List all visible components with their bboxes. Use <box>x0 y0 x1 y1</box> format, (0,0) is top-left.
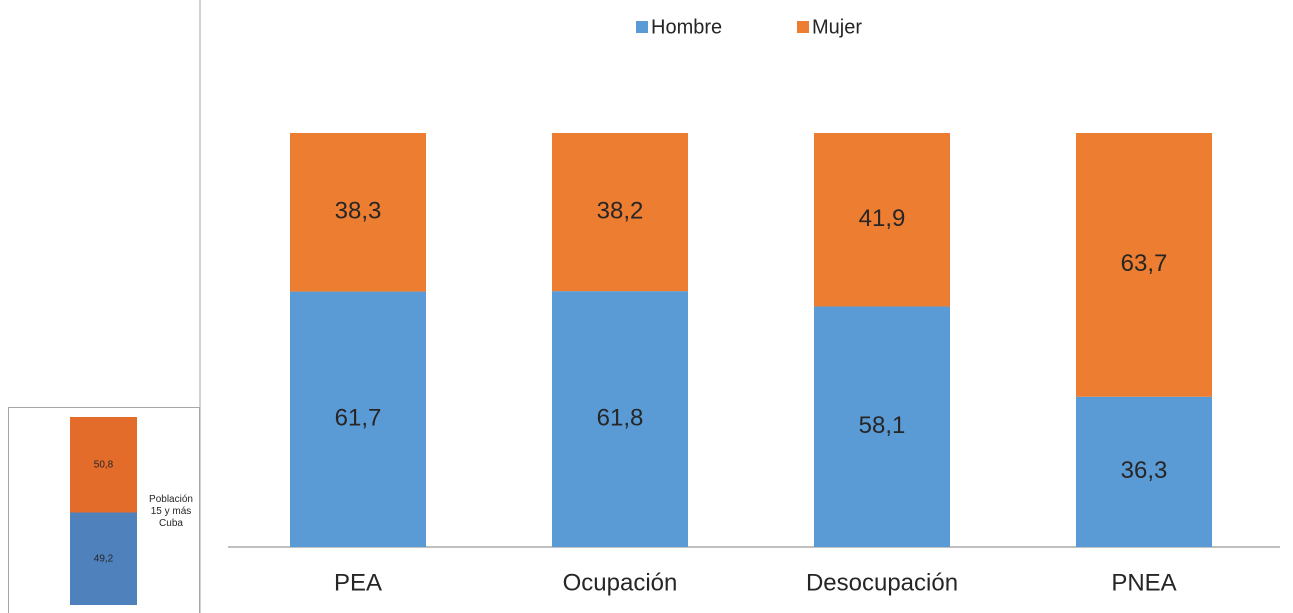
data-label: 38,2 <box>597 197 644 224</box>
legend-swatch <box>797 21 809 33</box>
legend-label: Mujer <box>812 16 862 38</box>
x-tick-label: PNEA <box>1111 569 1176 596</box>
data-label: 63,7 <box>1121 250 1168 277</box>
bar-segment <box>814 133 950 307</box>
data-label: 61,7 <box>335 405 382 432</box>
data-label: 36,3 <box>1121 457 1168 484</box>
data-label: 61,8 <box>597 404 644 431</box>
bar-segment <box>290 133 426 292</box>
bar-segment <box>814 306 950 547</box>
bar-segment <box>1076 396 1212 547</box>
data-label: 50,8 <box>94 459 114 470</box>
x-tick-label: Desocupación <box>806 569 958 596</box>
x-tick-label: Ocupación <box>563 569 678 596</box>
data-label: 58,1 <box>859 412 906 439</box>
bar-segment <box>70 417 137 513</box>
bar-segment <box>290 291 426 547</box>
data-label: 41,9 <box>859 205 906 232</box>
data-label: 38,3 <box>335 198 382 225</box>
inset-category-label: Población 15 y más Cuba <box>149 494 193 529</box>
x-tick-label: PEA <box>334 569 382 596</box>
bar-segment <box>70 512 137 605</box>
bar-segment <box>552 133 688 292</box>
bar-segment <box>1076 133 1212 397</box>
inset-frame <box>8 407 200 613</box>
legend-label: Hombre <box>651 16 722 38</box>
bar-segment <box>552 291 688 547</box>
legend-swatch <box>636 21 648 33</box>
data-label: 49,2 <box>94 553 114 564</box>
